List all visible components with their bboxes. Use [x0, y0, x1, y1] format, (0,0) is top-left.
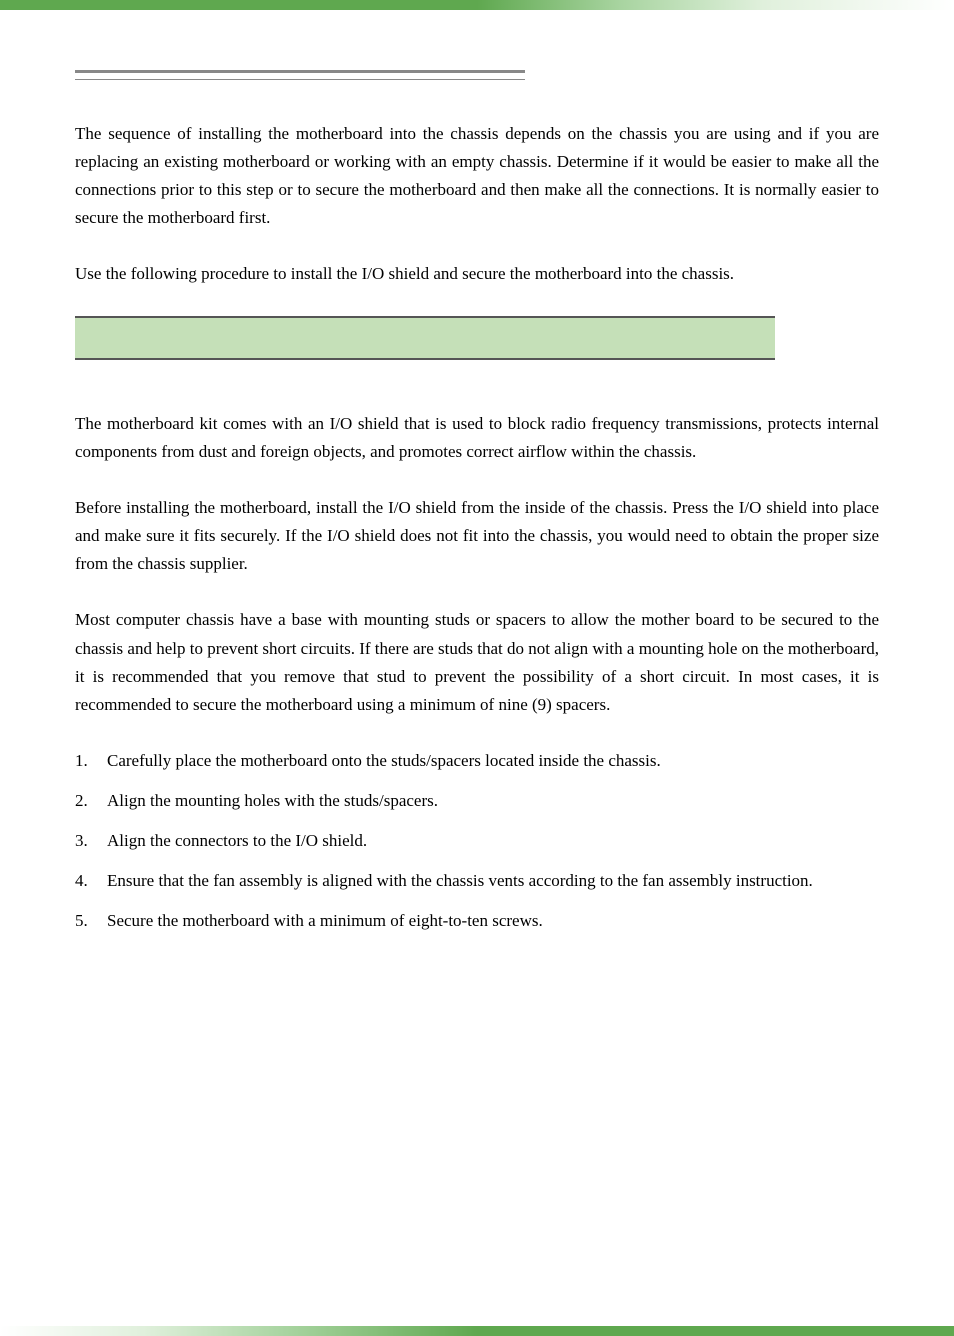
step-number: 2. — [75, 787, 107, 815]
section-divider-bottom — [75, 79, 525, 80]
step-number: 4. — [75, 867, 107, 895]
list-item: 5. Secure the motherboard with a minimum… — [75, 907, 879, 935]
step-text: Secure the motherboard with a minimum of… — [107, 907, 879, 935]
step-number: 1. — [75, 747, 107, 775]
mounting-paragraph: Most computer chassis have a base with m… — [75, 606, 879, 718]
step-text: Ensure that the fan assembly is aligned … — [107, 867, 879, 895]
io-shield-paragraph-2: Before installing the motherboard, insta… — [75, 494, 879, 578]
list-item: 1. Carefully place the motherboard onto … — [75, 747, 879, 775]
bottom-accent-bar — [0, 1326, 954, 1336]
info-box-bottom-rule — [75, 358, 775, 360]
step-number: 5. — [75, 907, 107, 935]
step-text: Carefully place the motherboard onto the… — [107, 747, 879, 775]
list-item: 2. Align the mounting holes with the stu… — [75, 787, 879, 815]
step-number: 3. — [75, 827, 107, 855]
info-box — [75, 318, 775, 358]
step-text: Align the mounting holes with the studs/… — [107, 787, 879, 815]
step-text: Align the connectors to the I/O shield. — [107, 827, 879, 855]
list-item: 4. Ensure that the fan assembly is align… — [75, 867, 879, 895]
top-accent-bar — [0, 0, 954, 10]
info-box-container — [75, 316, 879, 360]
io-shield-paragraph-1: The motherboard kit comes with an I/O sh… — [75, 410, 879, 466]
document-content: The sequence of installing the motherboa… — [0, 10, 954, 935]
steps-list: 1. Carefully place the motherboard onto … — [75, 747, 879, 935]
section-divider-top — [75, 70, 525, 73]
intro-paragraph-1: The sequence of installing the motherboa… — [75, 120, 879, 232]
list-item: 3. Align the connectors to the I/O shiel… — [75, 827, 879, 855]
intro-paragraph-2: Use the following procedure to install t… — [75, 260, 879, 288]
